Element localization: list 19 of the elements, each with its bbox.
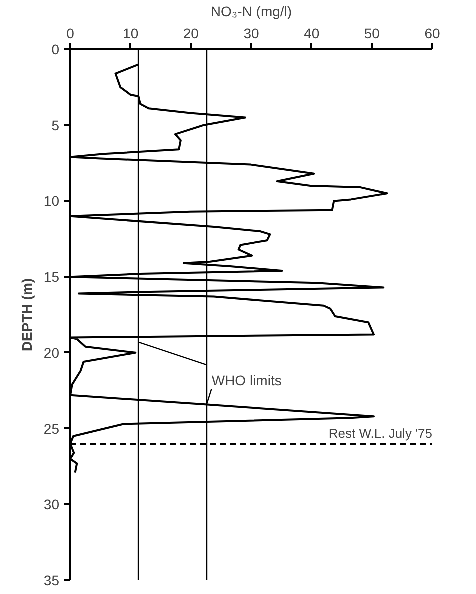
x-tick-label: 40 <box>304 26 320 42</box>
y-tick-label: 20 <box>44 344 60 361</box>
ref-line-label: Rest W.L. July '75 <box>328 426 433 441</box>
y-tick-label: 15 <box>44 269 60 286</box>
y-tick-label: 10 <box>44 193 60 210</box>
x-tick-label: 10 <box>123 26 139 42</box>
y-tick-label: 25 <box>44 420 60 437</box>
annotation: WHO limits <box>212 372 282 389</box>
y-tick-label: 5 <box>52 117 60 134</box>
y-tick-label: 30 <box>44 496 60 513</box>
x-axis-title: NO₃-N (mg/l) <box>210 4 292 20</box>
x-tick-label: 30 <box>244 26 260 42</box>
y-tick-label: 35 <box>44 572 60 588</box>
x-tick-label: 50 <box>364 26 380 42</box>
y-tick-label: 0 <box>52 42 60 58</box>
x-tick-label: 0 <box>66 26 75 42</box>
x-tick-label: 20 <box>183 26 200 42</box>
y-axis-title: DEPTH (m) <box>18 278 35 352</box>
x-tick-label: 60 <box>424 26 440 42</box>
